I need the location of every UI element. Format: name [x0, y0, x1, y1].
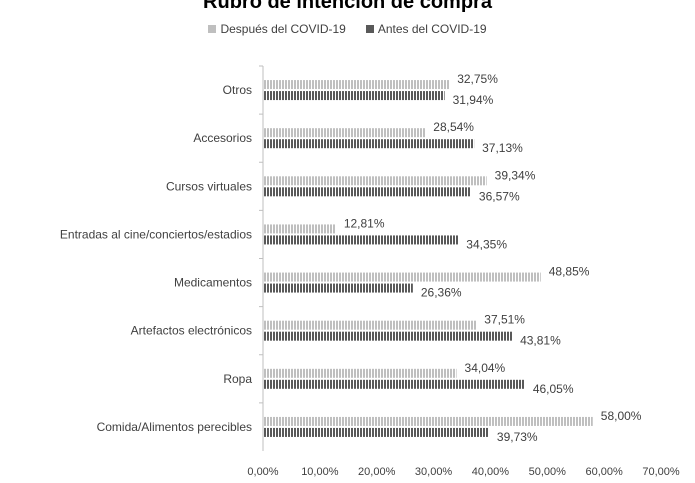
data-label: 39,73% — [497, 430, 538, 444]
category-label: Medicamentos — [174, 276, 252, 290]
legend-item-despues: Después del COVID-19 — [208, 22, 346, 36]
data-label: 58,00% — [601, 409, 642, 423]
category-label: Artefactos electrónicos — [131, 324, 252, 338]
data-label: 34,35% — [466, 237, 507, 251]
legend-swatch-despues — [208, 25, 217, 33]
bar-antes — [264, 331, 513, 341]
chart-title: Rubro de intención de compra — [203, 0, 492, 13]
x-tick-label: 10,00% — [301, 466, 339, 478]
category-label: Otros — [223, 83, 252, 97]
bar-despues — [264, 368, 457, 378]
legend-label-antes: Antes del COVID-19 — [377, 22, 487, 36]
x-tick-label: 50,00% — [529, 466, 567, 478]
legend-swatch-antes — [365, 25, 374, 33]
data-label: 43,81% — [520, 334, 561, 348]
bar-antes — [264, 91, 445, 101]
x-tick-label: 0,00% — [247, 466, 278, 478]
bar-antes — [264, 427, 489, 437]
bar-antes — [264, 379, 525, 389]
data-label: 36,57% — [479, 189, 520, 203]
bar-despues — [264, 224, 336, 234]
data-label: 34,04% — [465, 361, 506, 375]
bar-despues — [264, 80, 450, 90]
bar-despues — [264, 272, 541, 282]
x-tick-label: 30,00% — [415, 466, 453, 478]
legend: Después del COVID-19 Antes del COVID-19 — [0, 22, 695, 36]
category-label: Accesorios — [193, 131, 252, 145]
legend-item-antes: Antes del COVID-19 — [365, 22, 487, 36]
bar-despues — [264, 128, 426, 138]
legend-label-despues: Después del COVID-19 — [220, 22, 346, 36]
x-tick-label: 20,00% — [358, 466, 396, 478]
bar-despues — [264, 320, 477, 330]
bar-antes — [264, 139, 475, 149]
data-label: 39,34% — [495, 168, 536, 182]
bar-despues — [264, 176, 487, 186]
category-label: Cursos virtuales — [166, 179, 252, 193]
x-tick-label: 60,00% — [585, 466, 623, 478]
data-label: 37,13% — [482, 141, 523, 155]
data-label: 48,85% — [549, 265, 590, 279]
data-label: 46,05% — [533, 382, 574, 396]
data-label: 28,54% — [433, 120, 474, 134]
bar-antes — [264, 235, 459, 245]
bar-despues — [264, 416, 593, 426]
data-label: 32,75% — [457, 72, 498, 86]
category-label: Ropa — [223, 372, 252, 386]
x-tick-label: 70,00% — [642, 466, 680, 478]
bar-antes — [264, 283, 413, 293]
category-label: Comida/Alimentos perecibles — [97, 420, 252, 434]
data-label: 26,36% — [421, 286, 462, 300]
category-label: Entradas al cine/conciertos/estadios — [60, 227, 252, 241]
x-tick-label: 40,00% — [472, 466, 510, 478]
data-label: 37,51% — [484, 313, 525, 327]
data-label: 12,81% — [344, 216, 385, 230]
bar-antes — [264, 187, 471, 197]
data-label: 31,94% — [453, 93, 494, 107]
